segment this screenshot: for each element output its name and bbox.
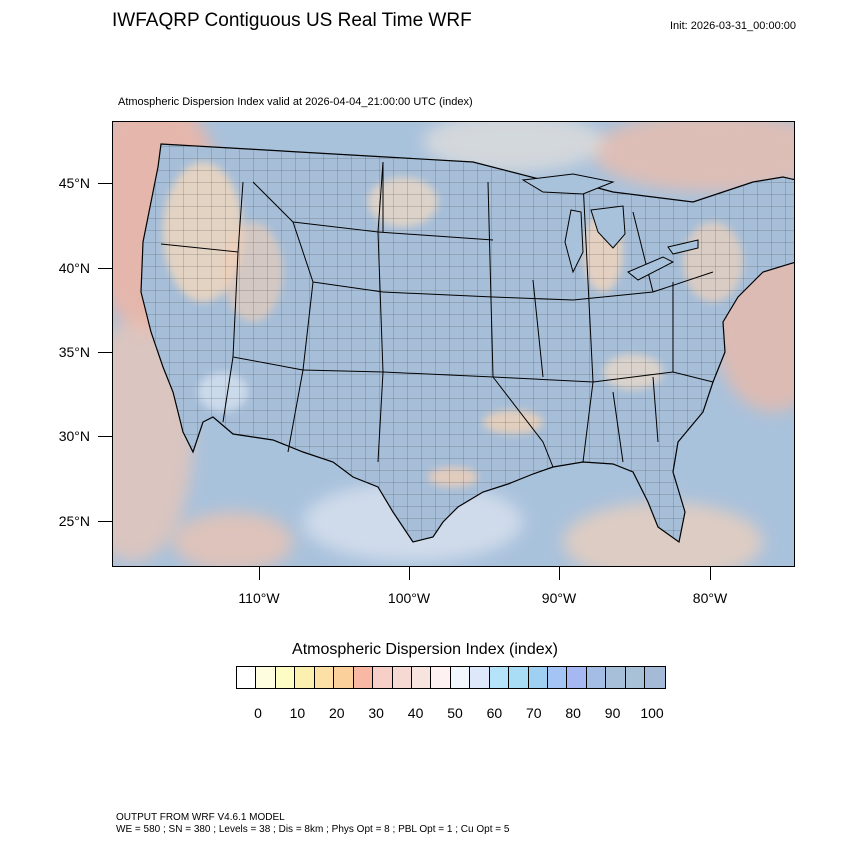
colorbar-label: 10 <box>289 705 306 721</box>
colorbar-swatch <box>431 667 451 688</box>
colorbar-swatch <box>606 667 626 688</box>
colorbar-swatch <box>567 667 587 688</box>
lat-tick <box>98 521 112 522</box>
colorbar <box>236 666 666 689</box>
lat-label-45: 45°N <box>58 175 90 191</box>
lat-tick <box>98 436 112 437</box>
colorbar-label: 60 <box>486 705 503 721</box>
colorbar-swatch <box>373 667 393 688</box>
lat-label-40: 40°N <box>58 260 90 276</box>
colorbar-label: 90 <box>604 705 621 721</box>
lon-tick <box>710 567 711 580</box>
colorbar-swatch <box>450 667 471 688</box>
dispersion-map <box>113 122 794 566</box>
colorbar-label: 80 <box>565 705 581 721</box>
lon-label-110: 110°W <box>238 590 280 606</box>
lat-label-30: 30°N <box>58 428 90 444</box>
lat-label-25: 25°N <box>58 513 90 529</box>
great-lakes <box>521 173 699 281</box>
model-config: WE = 580 ; SN = 380 ; Levels = 38 ; Dis … <box>116 824 510 835</box>
colorbar-swatch <box>275 667 296 688</box>
colorbar-label: 40 <box>407 705 424 721</box>
lon-tick <box>409 567 410 580</box>
colorbar-swatch <box>411 667 432 688</box>
colorbar-swatch <box>470 667 490 688</box>
colorbar-swatch <box>392 667 412 688</box>
lon-tick <box>259 567 260 580</box>
map-panel <box>112 121 795 567</box>
colorbar-label: 0 <box>254 705 262 721</box>
colorbar-swatch <box>645 667 665 688</box>
lat-tick <box>98 183 112 184</box>
colorbar-swatch <box>314 667 335 688</box>
colorbar-swatch <box>353 667 374 688</box>
lat-label-35: 35°N <box>58 344 90 360</box>
colorbar-swatch <box>334 667 354 688</box>
lon-label-100: 100°W <box>387 590 431 606</box>
colorbar-swatch <box>625 667 646 688</box>
colorbar-swatch <box>237 667 257 688</box>
state-borders <box>160 161 714 468</box>
lat-tick <box>98 268 112 269</box>
colorbar-label: 70 <box>526 705 542 721</box>
colorbar-label: 20 <box>329 705 345 721</box>
model-info: OUTPUT FROM WRF V4.6.1 MODEL <box>116 812 285 823</box>
lon-label-90: 90°W <box>541 590 577 606</box>
colorbar-swatch <box>586 667 607 688</box>
lon-tick <box>559 567 560 580</box>
colorbar-swatch <box>509 667 529 688</box>
legend-title: Atmospheric Dispersion Index (index) <box>292 641 558 658</box>
colorbar-label: 100 <box>640 705 664 721</box>
plot-subtitle: Atmospheric Dispersion Index valid at 20… <box>118 96 473 108</box>
colorbar-label: 30 <box>368 705 384 721</box>
lon-label-80: 80°W <box>692 590 728 606</box>
colorbar-swatch <box>295 667 315 688</box>
init-time: Init: 2026-03-31_00:00:00 <box>670 20 796 32</box>
colorbar-swatch <box>528 667 548 688</box>
colorbar-swatch <box>489 667 510 688</box>
colorbar-swatch <box>548 667 568 688</box>
colorbar-label: 50 <box>447 705 463 721</box>
plot-title: IWFAQRP Contiguous US Real Time WRF <box>112 10 472 31</box>
colorbar-swatch <box>256 667 276 688</box>
lat-tick <box>98 352 112 353</box>
